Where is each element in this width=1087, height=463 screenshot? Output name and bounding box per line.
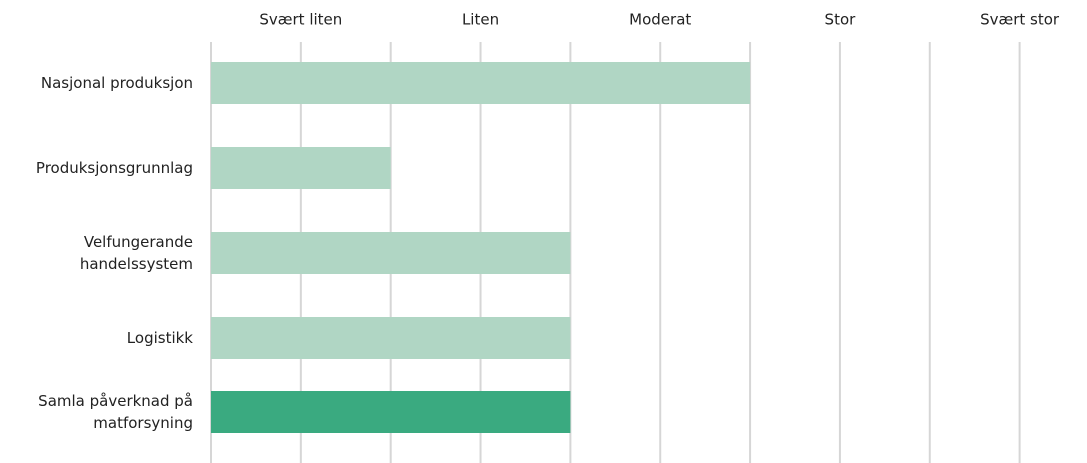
x-tick-label: Stor (825, 11, 857, 29)
y-tick-label: Samla påverknad på matforsyning (38, 392, 193, 432)
bar (211, 62, 751, 104)
x-tick-label: Liten (462, 11, 499, 29)
y-tick-label: Produksjonsgrunnlag (35, 159, 193, 177)
y-tick-label: Velfungerande handelssystem (79, 233, 193, 273)
x-tick-label: Moderat (629, 11, 691, 29)
bar (211, 317, 571, 359)
bar (211, 391, 571, 433)
bar (211, 147, 391, 189)
bar (211, 232, 571, 274)
y-tick-label: Nasjonal produksjon (40, 74, 193, 92)
x-tick-label: Svært stor (980, 11, 1060, 29)
y-tick-label: Logistikk (126, 329, 193, 347)
x-tick-label: Svært liten (259, 11, 342, 29)
